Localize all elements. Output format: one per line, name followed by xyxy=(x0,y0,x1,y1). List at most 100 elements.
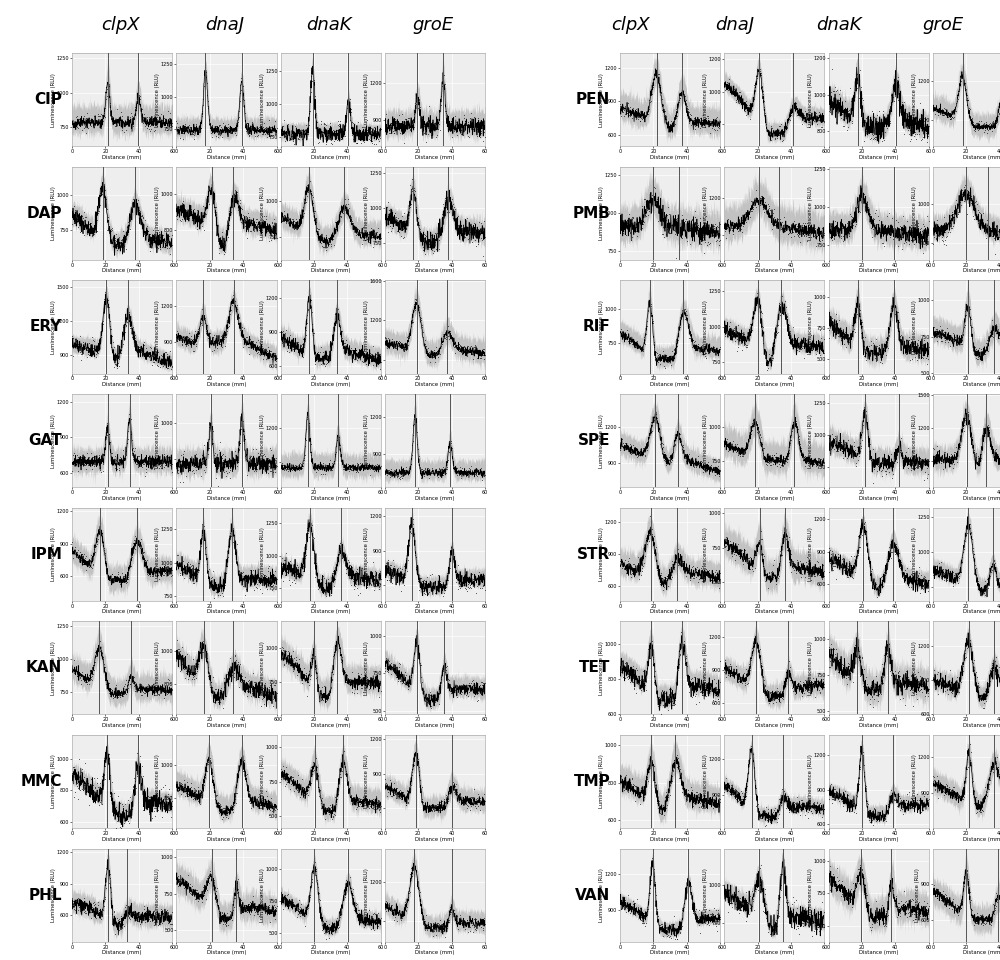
Point xyxy=(79,896,95,911)
Point xyxy=(427,922,443,937)
Point xyxy=(227,788,243,804)
Point xyxy=(184,127,200,142)
Point xyxy=(440,452,456,468)
X-axis label: Distance (mm): Distance (mm) xyxy=(859,950,898,955)
Point xyxy=(702,682,718,697)
Point xyxy=(806,225,822,240)
Point xyxy=(663,218,679,233)
Point xyxy=(145,112,161,128)
Point xyxy=(935,107,951,122)
Point xyxy=(425,574,441,589)
Point xyxy=(660,199,676,214)
Point xyxy=(250,686,266,702)
Point xyxy=(642,298,658,313)
Point xyxy=(378,775,394,790)
Point xyxy=(231,564,247,579)
Point xyxy=(459,348,475,364)
Point xyxy=(677,782,693,798)
Point xyxy=(890,665,906,681)
Point xyxy=(98,429,114,444)
Point xyxy=(368,136,384,152)
Point xyxy=(935,783,951,799)
Point xyxy=(415,798,431,813)
Point xyxy=(936,787,952,803)
Point xyxy=(447,908,463,924)
Point xyxy=(152,455,168,470)
Point xyxy=(412,309,428,324)
Point xyxy=(256,121,272,136)
Point xyxy=(868,813,884,828)
Point xyxy=(429,344,445,359)
Point xyxy=(87,897,103,912)
Point xyxy=(388,213,404,228)
Point xyxy=(629,675,645,690)
Point xyxy=(145,680,161,695)
Point xyxy=(287,464,303,479)
Point xyxy=(624,336,640,351)
Point xyxy=(145,792,161,807)
Point xyxy=(466,781,482,797)
Point xyxy=(454,792,470,807)
Point xyxy=(775,850,791,865)
Point xyxy=(398,342,414,357)
Point xyxy=(727,781,743,797)
Point xyxy=(181,463,197,478)
Point xyxy=(275,208,291,224)
Point xyxy=(723,667,739,683)
Point xyxy=(336,756,352,771)
Point xyxy=(444,192,460,207)
Point xyxy=(174,777,190,792)
Point xyxy=(348,221,364,236)
Point xyxy=(641,534,657,549)
Point xyxy=(850,302,866,318)
Point xyxy=(283,332,299,348)
Point xyxy=(207,694,223,709)
Point xyxy=(108,686,124,702)
Point xyxy=(739,205,755,221)
Point xyxy=(92,332,108,348)
Point xyxy=(152,352,168,368)
Point xyxy=(474,344,490,359)
Point xyxy=(244,454,260,469)
Point xyxy=(782,793,798,808)
Point xyxy=(353,792,369,807)
Point xyxy=(955,659,971,674)
Point xyxy=(936,324,952,340)
Point xyxy=(159,563,175,578)
Point xyxy=(912,96,928,111)
Point xyxy=(856,871,872,886)
Point xyxy=(825,563,841,578)
Point xyxy=(290,784,306,800)
Point xyxy=(343,677,359,692)
Point xyxy=(755,445,771,461)
Point xyxy=(690,676,706,691)
Y-axis label: Luminescence (RLU): Luminescence (RLU) xyxy=(912,73,917,127)
Point xyxy=(283,650,299,665)
Point xyxy=(991,890,1000,905)
Point xyxy=(277,552,293,567)
Point xyxy=(767,449,783,465)
Point xyxy=(805,563,821,578)
Point xyxy=(103,682,119,697)
Point xyxy=(224,802,240,817)
Point xyxy=(796,338,812,353)
X-axis label: Distance (mm): Distance (mm) xyxy=(963,723,1000,728)
Point xyxy=(328,916,344,931)
Point xyxy=(877,647,893,662)
Point xyxy=(637,537,653,552)
Point xyxy=(70,669,86,684)
Point xyxy=(976,224,992,239)
Point xyxy=(886,229,902,245)
Point xyxy=(736,548,752,564)
Point xyxy=(680,667,696,683)
Point xyxy=(738,546,754,562)
Point xyxy=(943,111,959,127)
Point xyxy=(131,682,147,697)
Point xyxy=(741,665,757,681)
X-axis label: Distance (mm): Distance (mm) xyxy=(859,269,898,274)
Point xyxy=(78,461,94,476)
Point xyxy=(264,120,280,135)
Point xyxy=(629,780,645,795)
Point xyxy=(853,189,869,204)
Point xyxy=(439,788,455,804)
